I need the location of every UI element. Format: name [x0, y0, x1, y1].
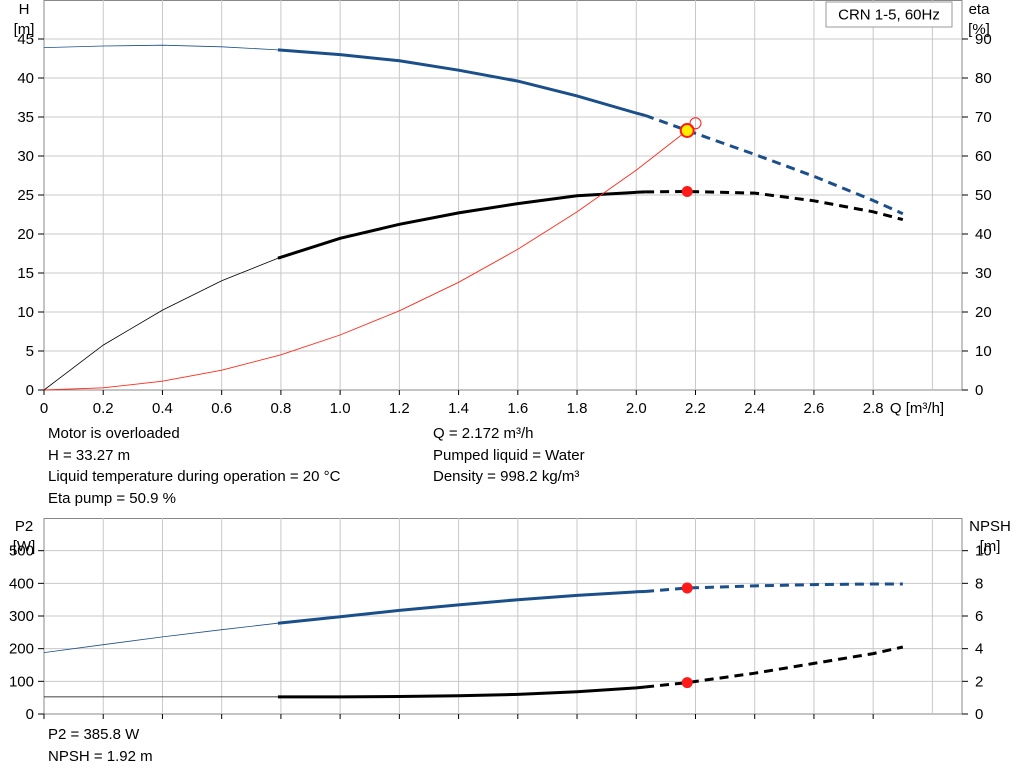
- x-tick-label: 2.6: [804, 400, 825, 417]
- bottom-efficiency-curve: [277, 685, 646, 699]
- x-tick-label: 2.0: [626, 400, 647, 417]
- legend-label: CRN 1-5, 60Hz: [838, 7, 940, 24]
- x-tick-label: 0.8: [270, 400, 291, 417]
- top-left-tick-label: 10: [17, 304, 34, 321]
- top-left-axis-unit: [m]: [14, 21, 35, 38]
- head-value: H = 33.27 m: [48, 446, 131, 464]
- top-right-tick-label: 10: [975, 343, 992, 360]
- bottom-plot-axes: 0 100 200 300 400 500 0 2 4 6 8 10: [9, 543, 992, 723]
- operating-info-bottom: P2 = 385.8 W NPSH = 1.92 m: [48, 724, 153, 767]
- top-right-tick-label: 50: [975, 187, 992, 204]
- top-head-curve-thin: [43, 44, 278, 51]
- top-head-curve: [277, 48, 646, 117]
- npsh-value: NPSH = 1.92 m: [48, 747, 153, 765]
- bottom-right-tick-label: 10: [975, 543, 992, 560]
- bottom-left-tick-label: 500: [9, 543, 34, 560]
- x-tick-label: 1.0: [330, 400, 351, 417]
- bottom-head-curve-thin: [43, 622, 278, 653]
- bottom-right-tick-label: 0: [975, 706, 983, 723]
- bottom-left-tick-label: 200: [9, 641, 34, 658]
- top-right-tick-label: 0: [975, 382, 983, 399]
- bottom-plot-curves: [43, 582, 904, 699]
- top-right-axis-unit: [%]: [968, 21, 990, 38]
- bottom-right-tick-label: 2: [975, 673, 983, 690]
- bottom-right-tick-label: 8: [975, 575, 983, 592]
- power-value: P2 = 385.8 W: [48, 726, 140, 743]
- top-right-tick-label: 90: [975, 31, 992, 48]
- top-right-tick-label: 60: [975, 148, 992, 165]
- x-tick-label: 1.6: [507, 400, 528, 417]
- top-left-axis-title: H: [19, 1, 30, 18]
- top-plot-curves: [43, 44, 904, 391]
- x-tick-label: 1.8: [567, 400, 588, 417]
- top-plot-axes: 0 0.2 0.4 0.6 0.8 1.0 1.2 1.4 1.6 1.8 2.0 2.2 2.4 2.6…: [17, 31, 991, 417]
- bottom-head-curve: [277, 590, 646, 625]
- liquid-temperature: Liquid temperature during operation = 20…: [48, 468, 341, 485]
- bottom-left-tick-label: 0: [26, 706, 34, 723]
- top-duty-point-open: [689, 117, 702, 130]
- eta-pump-value: Eta pump = 50.9 %: [48, 489, 176, 507]
- motor-status: Motor is overloaded: [48, 425, 180, 442]
- top-duty-point-highlight: [679, 122, 695, 138]
- top-left-tick-label: 45: [17, 31, 34, 48]
- top-left-tick-label: 25: [17, 187, 34, 204]
- top-efficiency-curve: [277, 190, 646, 260]
- top-left-tick-label: 30: [17, 148, 34, 165]
- top-right-tick-label: 20: [975, 304, 992, 321]
- x-tick-label: 0.4: [152, 400, 173, 417]
- top-left-tick-label: 5: [26, 343, 34, 360]
- x-tick-label: 1.4: [448, 400, 469, 417]
- top-system-curve-thin: [43, 130, 688, 391]
- top-efficiency-curve-dashed: [645, 189, 904, 222]
- bottom-right-tick-label: 4: [975, 641, 983, 658]
- bottom-right-axis-unit: [m]: [980, 538, 1001, 555]
- top-right-tick-label: 80: [975, 70, 992, 87]
- bottom-left-tick-label: 300: [9, 608, 34, 625]
- bottom-duty-point: [681, 582, 693, 594]
- x-tick-label: 1.2: [389, 400, 410, 417]
- bottom-right-tick-label: 6: [975, 608, 983, 625]
- top-efficiency-curve-thin: [43, 257, 279, 391]
- x-tick-label: 0.6: [211, 400, 232, 417]
- pumped-liquid: Pumped liquid = Water: [433, 446, 585, 464]
- x-tick-label: 2.2: [685, 400, 706, 417]
- operating-info-left: Motor is overloaded H = 33.27 m Liquid t…: [48, 423, 340, 509]
- bottom-duty-point: [681, 677, 693, 689]
- top-left-tick-label: 20: [17, 226, 34, 243]
- x-axis-title: Q [m³/h]: [890, 400, 944, 417]
- x-tick-label: 0.2: [93, 400, 114, 417]
- top-right-tick-label: 40: [975, 226, 992, 243]
- x-tick-label: 2.8: [863, 400, 884, 417]
- top-right-tick-label: 70: [975, 109, 992, 126]
- bottom-left-tick-label: 400: [9, 575, 34, 592]
- flow-value: Q = 2.172 m³/h: [433, 425, 534, 442]
- bottom-left-axis-unit: [W]: [13, 538, 36, 555]
- bottom-efficiency-curve-dashed: [644, 645, 904, 689]
- top-left-tick-label: 35: [17, 109, 34, 126]
- top-left-tick-label: 40: [17, 70, 34, 87]
- legend-box: [825, 1, 953, 28]
- top-plot-grid: [43, 0, 963, 391]
- top-right-tick-label: 30: [975, 265, 992, 282]
- bottom-right-axis-title: NPSH: [969, 518, 1011, 535]
- bottom-head-curve-dashed: [644, 582, 903, 593]
- x-tick-label: 2.4: [744, 400, 765, 417]
- bottom-plot-grid: [43, 518, 963, 715]
- top-right-axis-title: eta: [969, 1, 991, 18]
- operating-info-right: Q = 2.172 m³/h Pumped liquid = Water Den…: [433, 423, 585, 488]
- top-left-tick-label: 15: [17, 265, 34, 282]
- x-tick-label: 0: [40, 400, 48, 417]
- bottom-left-axis-title: P2: [15, 518, 33, 535]
- top-left-tick-label: 0: [26, 382, 34, 399]
- density-value: Density = 998.2 kg/m³: [433, 468, 580, 485]
- bottom-left-tick-label: 100: [9, 673, 34, 690]
- top-duty-point: [681, 185, 693, 197]
